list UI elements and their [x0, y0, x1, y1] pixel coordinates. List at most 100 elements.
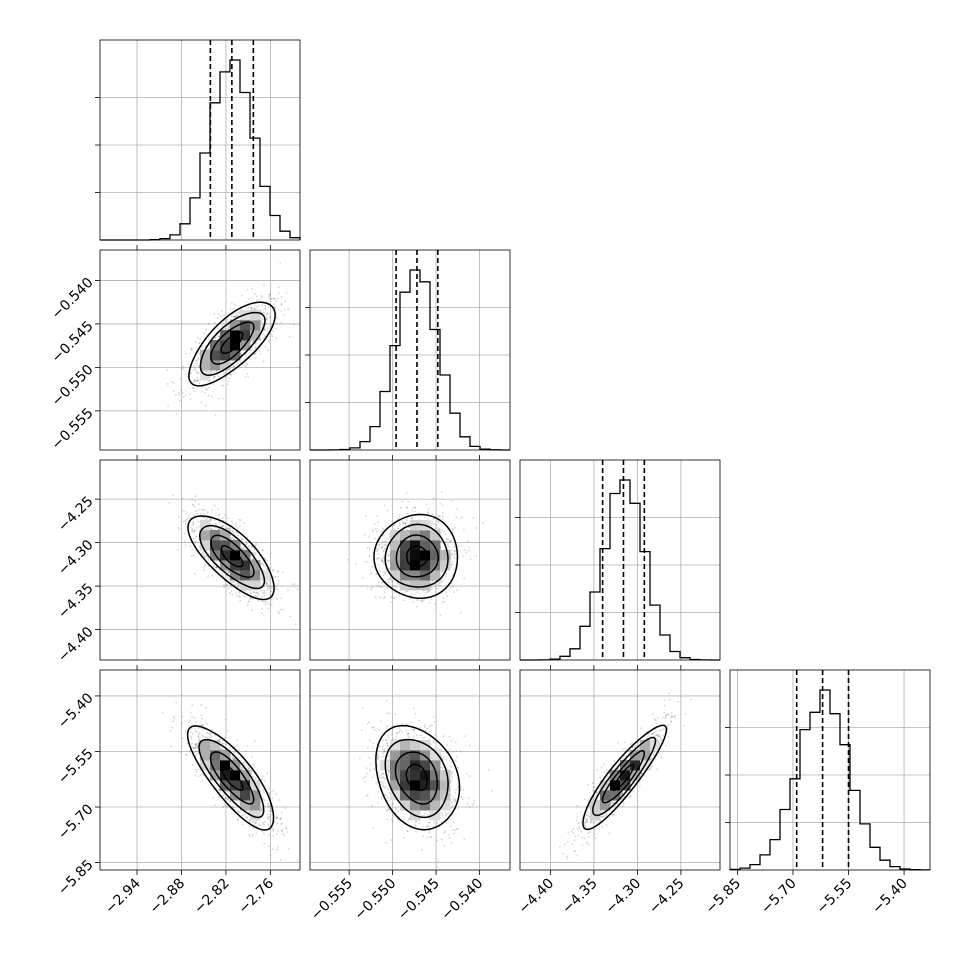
scatter-point	[267, 587, 269, 590]
scatter-point	[194, 747, 197, 749]
scatter-point	[214, 504, 216, 507]
scatter-point	[410, 517, 413, 520]
scatter-point	[382, 597, 385, 600]
scatter-point	[248, 298, 250, 300]
scatter-point	[196, 744, 199, 747]
scatter-point	[187, 517, 190, 520]
scatter-point	[267, 341, 270, 343]
scatter-point	[212, 371, 215, 374]
density-cells-2-1	[390, 520, 451, 591]
scatter-point	[184, 544, 187, 547]
scatter-point	[395, 809, 397, 811]
scatter-point	[198, 733, 200, 735]
scatter-point	[203, 564, 206, 567]
scatter-point	[280, 303, 283, 306]
scatter-point	[253, 308, 256, 311]
density-cell	[240, 780, 251, 791]
scatter-point	[225, 527, 228, 530]
density-cell	[240, 800, 251, 811]
scatter-point	[189, 719, 192, 722]
scatter-point	[266, 313, 268, 316]
scatter-point	[207, 386, 210, 389]
scatter-point	[229, 585, 232, 588]
scatter-point	[271, 827, 274, 829]
scatter-point	[195, 526, 198, 529]
scatter-point	[191, 742, 193, 745]
scatter-point	[232, 758, 235, 761]
scatter-point	[197, 379, 200, 382]
scatter-point	[425, 591, 428, 594]
contour-3-0-2	[198, 738, 265, 819]
scatter-point	[231, 593, 234, 596]
scatter-point	[426, 824, 429, 827]
scatter-point	[178, 528, 181, 531]
density-cell	[240, 770, 251, 781]
scatter-point	[441, 601, 444, 604]
density-cell	[250, 570, 261, 581]
scatter-point	[203, 556, 206, 558]
scatter-point	[191, 528, 194, 531]
scatter-point	[184, 352, 187, 355]
scatter-point	[392, 524, 395, 526]
scatter-point	[388, 568, 390, 570]
scatter-point	[234, 758, 237, 760]
scatter-point	[194, 378, 196, 381]
scatter-point	[227, 325, 229, 328]
scatter-point	[168, 502, 171, 504]
scatter-point	[371, 529, 374, 531]
scatter-point	[422, 599, 425, 601]
scatter-point	[189, 372, 192, 375]
scatter-point	[231, 315, 233, 318]
scatter-point	[454, 557, 456, 560]
scatter-panel-3-1	[309, 669, 511, 871]
scatter-point	[269, 316, 272, 319]
density-cell	[240, 790, 251, 801]
scatter-point	[214, 337, 217, 339]
y-tick-label-2-2: −4.30	[55, 537, 97, 579]
scatter-point	[194, 390, 196, 392]
scatter-point	[212, 566, 215, 568]
scatter-point	[261, 562, 264, 565]
scatter-point	[248, 600, 250, 602]
scatter-point	[223, 802, 226, 805]
scatter-point	[173, 717, 176, 720]
scatter-point	[182, 368, 185, 370]
scatter-point	[218, 521, 221, 524]
scatter-point	[243, 358, 246, 361]
scatter-point	[196, 742, 199, 745]
scatter-point	[237, 585, 240, 588]
scatter-point	[204, 404, 207, 407]
scatter-point	[254, 552, 257, 555]
scatter-point	[422, 835, 425, 838]
scatter-point	[191, 548, 194, 551]
scatter-point	[281, 829, 284, 831]
scatter-point	[398, 514, 401, 516]
scatter-point	[262, 360, 265, 363]
scatter-point	[254, 347, 257, 349]
scatter-point	[266, 582, 268, 585]
scatter-point	[264, 335, 266, 338]
scatter-point	[380, 796, 383, 799]
scatter-point	[450, 582, 453, 585]
scatter-point	[206, 732, 209, 735]
scatter-point	[428, 590, 430, 593]
scatter-point	[278, 612, 280, 615]
scatter-point	[262, 549, 264, 552]
scatter-point	[271, 309, 274, 312]
scatter-point	[264, 821, 266, 823]
scatter-point	[227, 577, 230, 580]
scatter-point	[270, 598, 273, 601]
scatter-point	[241, 823, 244, 826]
scatter-point	[216, 317, 219, 320]
scatter-point	[453, 546, 456, 548]
density-cell	[410, 570, 421, 581]
scatter-point	[383, 504, 386, 506]
scatter-point	[257, 823, 260, 826]
scatter-point	[277, 845, 279, 848]
scatter-point	[251, 820, 254, 823]
scatter-point	[204, 736, 207, 739]
scatter-point	[463, 577, 465, 580]
scatter-point	[431, 520, 433, 522]
scatter-point	[190, 735, 193, 738]
scatter-point	[255, 542, 258, 544]
